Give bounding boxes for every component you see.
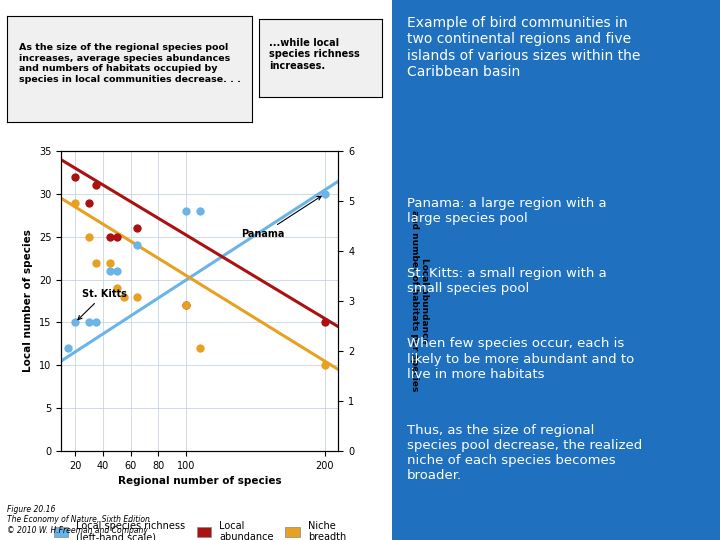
- Text: ...while local
species richness
increases.: ...while local species richness increase…: [269, 38, 360, 71]
- Text: St. Kitts: St. Kitts: [78, 289, 127, 320]
- X-axis label: Regional number of species: Regional number of species: [118, 476, 282, 486]
- Text: When few species occur, each is
likely to be more abundant and to
live in more h: When few species occur, each is likely t…: [407, 338, 634, 381]
- Text: Thus, as the size of regional
species pool decrease, the realized
niche of each : Thus, as the size of regional species po…: [407, 424, 642, 482]
- Text: St. Kitts: a small region with a
small species pool: St. Kitts: a small region with a small s…: [407, 267, 606, 295]
- Text: Figure 20.16
The Economy of Nature, Sixth Edition
© 2010 W. H.Freeman and Compan: Figure 20.16 The Economy of Nature, Sixt…: [7, 505, 150, 535]
- Text: As the size of the regional species pool
increases, average species abundances
a: As the size of the regional species pool…: [19, 44, 241, 84]
- Y-axis label: Local abundance
and number of habitats per species: Local abundance and number of habitats p…: [410, 211, 429, 392]
- Text: Panama: Panama: [241, 196, 321, 239]
- Text: Panama: a large region with a
large species pool: Panama: a large region with a large spec…: [407, 197, 606, 225]
- Text: Example of bird communities in
two continental regions and five
islands of vario: Example of bird communities in two conti…: [407, 16, 640, 79]
- Y-axis label: Local number of species: Local number of species: [24, 230, 33, 373]
- Legend: Local species richness
(left-hand scale), Local
abundance, Niche
breadth: Local species richness (left-hand scale)…: [49, 516, 351, 540]
